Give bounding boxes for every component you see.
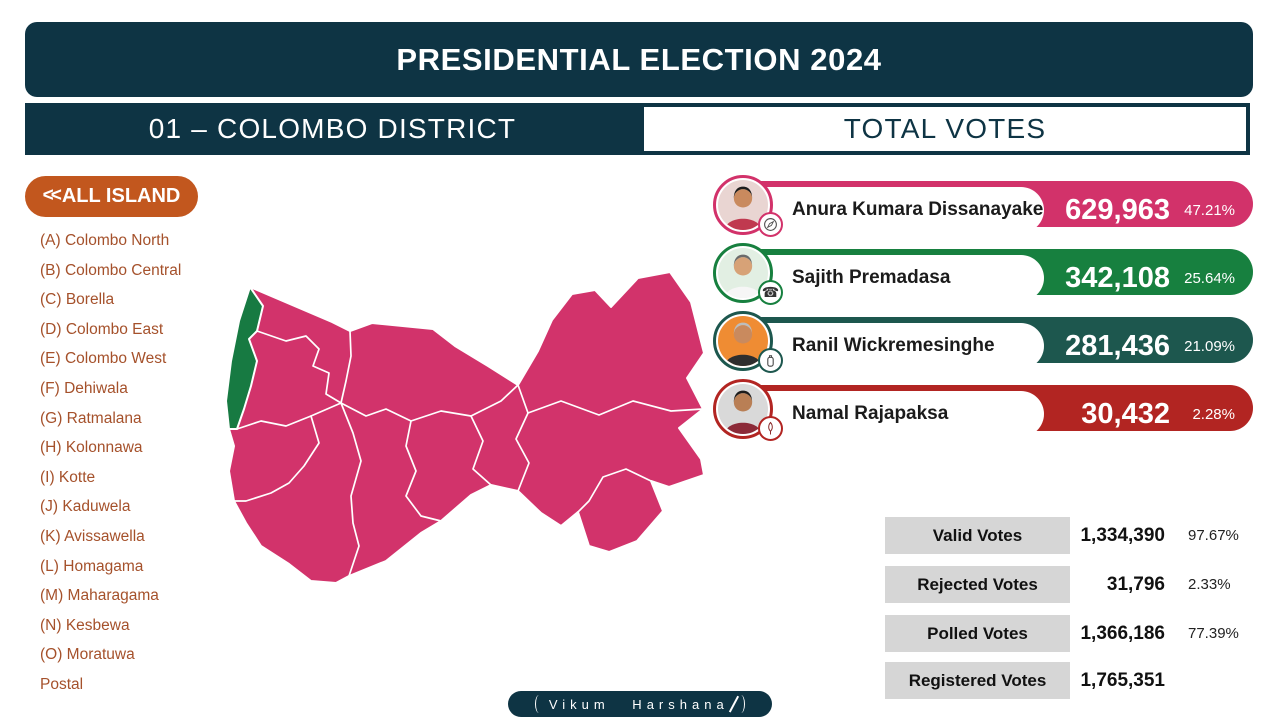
candidate-percent: 2.28%: [1192, 406, 1235, 423]
stat-label: Valid Votes: [885, 517, 1070, 554]
compass-icon: [764, 218, 777, 231]
stat-label: Registered Votes: [885, 662, 1070, 699]
electorate-item-moratuwa[interactable]: (O) Moratuwa: [40, 646, 135, 664]
left-paren-decoration: [534, 695, 543, 713]
all-island-back-button[interactable]: << ALL ISLAND: [25, 176, 198, 217]
candidate-name: Anura Kumara Dissanayake: [792, 199, 1044, 220]
electorate-item-ratmalana[interactable]: (G) Ratmalana: [40, 409, 142, 427]
author-credit-text: Vikum Harshana: [548, 696, 729, 712]
stat-value: 1,765,351: [1080, 670, 1165, 691]
table-row: Registered Votes 1,765,351: [885, 662, 1255, 699]
table-row: Valid Votes 1,334,390 97.67%: [885, 517, 1255, 554]
chevron-left-icon: <<: [42, 184, 62, 206]
result-bar: Sajith Premadasa 342,108 25.64%: [715, 249, 1253, 301]
right-paren-decoration: [737, 695, 746, 713]
stat-label: Polled Votes: [885, 615, 1070, 652]
electorate-item-colombo-central[interactable]: (B) Colombo Central: [40, 261, 182, 279]
electorate-item-kotte[interactable]: (I) Kotte: [40, 468, 96, 486]
stat-percent: 77.39%: [1188, 625, 1239, 642]
party-symbol-badge: ☎: [758, 280, 783, 305]
page-title: PRESIDENTIAL ELECTION 2024: [25, 22, 1253, 97]
electorate-item-colombo-west[interactable]: (E) Colombo West: [40, 350, 167, 368]
total-votes-label: TOTAL VOTES: [640, 103, 1250, 155]
result-bar: Namal Rajapaksa 30,432 2.28%: [715, 385, 1253, 437]
candidate-name-pill: [737, 323, 1044, 369]
electorate-item-maharagama[interactable]: (M) Maharagama: [40, 587, 159, 605]
stat-value: 1,366,186: [1080, 623, 1165, 644]
back-button-label: ALL ISLAND: [61, 185, 181, 207]
electorate-item-postal[interactable]: Postal: [40, 675, 84, 693]
electorate-item-kolonnawa[interactable]: (H) Kolonnawa: [40, 439, 143, 457]
stat-percent: 2.33%: [1188, 576, 1231, 593]
candidate-name: Ranil Wickremesinghe: [792, 335, 995, 356]
party-symbol-badge: [758, 416, 783, 441]
map-electorate-borders: [233, 330, 704, 577]
stat-value: 1,334,390: [1080, 525, 1165, 546]
candidate-row: Sajith Premadasa 342,108 25.64% ☎: [713, 243, 1253, 307]
electorate-item-colombo-east[interactable]: (D) Colombo East: [40, 320, 164, 338]
candidate-percent: 47.21%: [1184, 202, 1235, 219]
colombo-district-map[interactable]: [200, 260, 720, 660]
stat-label: Rejected Votes: [885, 566, 1070, 603]
author-credit-badge: Vikum Harshana: [508, 691, 772, 717]
result-bar: Anura Kumara Dissanayake 629,963 47.21%: [715, 181, 1253, 233]
candidate-row: Namal Rajapaksa 30,432 2.28%: [713, 379, 1253, 443]
candidate-photo: [713, 243, 773, 303]
map-region-majority[interactable]: [225, 271, 705, 584]
candidate-votes: 342,108: [1065, 262, 1170, 294]
vote-summary-table: Valid Votes 1,334,390 97.67% Rejected Vo…: [885, 517, 1255, 702]
electorate-item-kaduwela[interactable]: (J) Kaduwela: [40, 498, 131, 516]
electorate-item-colombo-north[interactable]: (A) Colombo North: [40, 232, 170, 249]
candidate-votes: 281,436: [1065, 330, 1170, 362]
stat-percent: 97.67%: [1188, 527, 1239, 544]
lotus-bud-icon: [768, 421, 773, 435]
table-row: Rejected Votes 31,796 2.33%: [885, 566, 1255, 603]
candidate-percent: 21.09%: [1184, 338, 1235, 355]
candidate-name-pill: [737, 187, 1044, 233]
electorate-item-dehiwala[interactable]: (F) Dehiwala: [40, 379, 128, 397]
district-title: 01 – COLOMBO DISTRICT: [25, 103, 640, 155]
electorate-item-homagama[interactable]: (L) Homagama: [40, 557, 144, 575]
candidate-votes: 30,432: [1081, 398, 1170, 430]
stat-value: 31,796: [1106, 574, 1165, 595]
candidate-name-pill: [737, 255, 1044, 301]
candidate-name-pill: [737, 391, 1044, 437]
candidate-row: Ranil Wickremesinghe 281,436 21.09%: [713, 311, 1253, 375]
party-symbol-badge: [758, 348, 783, 373]
electorate-item-kesbewa[interactable]: (N) Kesbewa: [40, 616, 130, 634]
candidate-percent: 25.64%: [1184, 270, 1235, 287]
electorate-list: (A) Colombo North (B) Colombo Central (C…: [40, 231, 181, 695]
gas-cylinder-icon: [767, 355, 774, 367]
telephone-icon: ☎: [761, 284, 780, 301]
party-symbol-badge: [758, 212, 783, 237]
table-row: Polled Votes 1,366,186 77.39%: [885, 615, 1255, 652]
candidate-votes: 629,963: [1065, 194, 1170, 226]
electorate-item-avissawella[interactable]: (K) Avissawella: [40, 527, 145, 545]
candidate-name: Sajith Premadasa: [792, 267, 951, 288]
candidate-row: Anura Kumara Dissanayake 629,963 47.21%: [713, 175, 1253, 239]
electorate-item-borella[interactable]: (C) Borella: [40, 291, 115, 309]
candidate-name: Namal Rajapaksa: [792, 403, 949, 424]
result-bar: Ranil Wickremesinghe 281,436 21.09%: [715, 317, 1253, 369]
